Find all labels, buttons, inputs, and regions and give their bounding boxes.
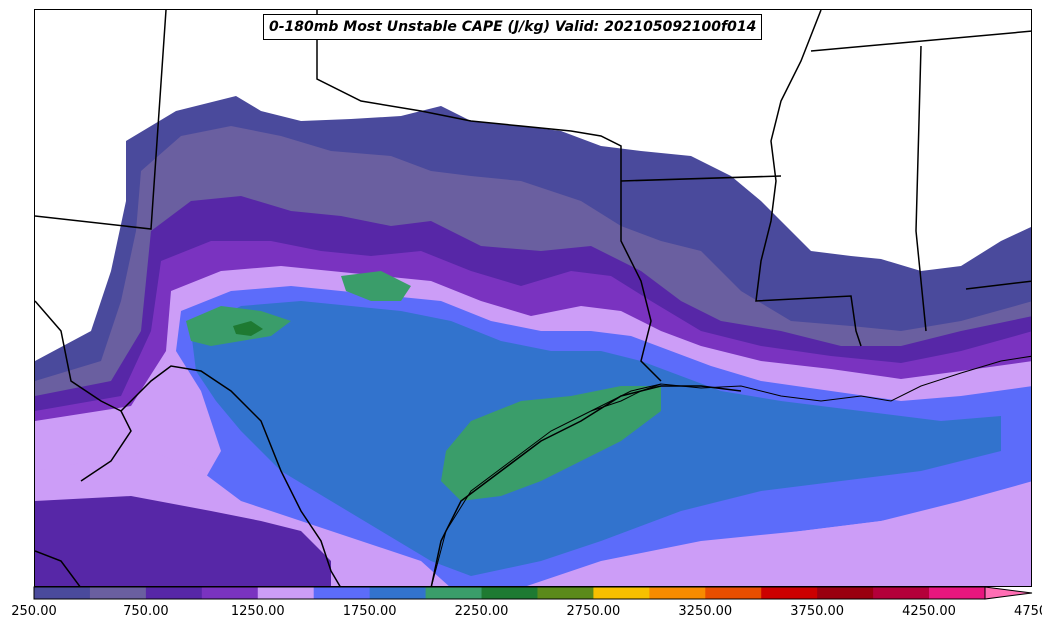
cape-south-purple	[35, 496, 331, 586]
colorbar	[33, 586, 1033, 600]
colorbar-extend-arrow	[984, 586, 1033, 600]
cape-fill-layers	[35, 96, 1031, 586]
colorbar-tick-label: 2250.00	[454, 604, 509, 619]
colorbar-swatch	[145, 587, 203, 599]
map-panel: 0-180mb Most Unstable CAPE (J/kg) Valid:…	[34, 9, 1032, 587]
cape-se-lavender	[526, 491, 1031, 586]
colorbar-tick-label: 750.00	[123, 604, 169, 619]
colorbar-swatch	[313, 587, 371, 599]
colorbar-tick-label: 1750.00	[342, 604, 397, 619]
colorbar-swatch	[369, 587, 427, 599]
colorbar-swatch	[537, 587, 594, 599]
political-borders	[35, 10, 1031, 586]
colorbar-swatch	[593, 587, 650, 599]
colorbar-tick-label: 1250.00	[230, 604, 285, 619]
colorbar-swatch	[649, 587, 706, 599]
colorbar-swatches	[34, 587, 986, 599]
colorbar-swatch	[481, 587, 538, 599]
colorbar-swatch	[425, 587, 483, 599]
colorbar-swatch	[817, 587, 874, 599]
colorbar-swatch	[761, 587, 818, 599]
colorbar-swatch	[89, 587, 147, 599]
colorbar-swatch	[257, 587, 315, 599]
colorbar-tick-label: 3250.00	[678, 604, 733, 619]
colorbar-swatch	[34, 587, 91, 599]
colorbar-swatch	[705, 587, 762, 599]
colorbar-tick-label: 250.00	[11, 604, 57, 619]
coastline	[431, 355, 1031, 586]
colorbar-tick-label: 4250.00	[902, 604, 956, 619]
map-title: 0-180mb Most Unstable CAPE (J/kg) Valid:…	[263, 14, 763, 40]
colorbar-swatch	[929, 587, 986, 599]
colorbar-tick-label: 3750.00	[790, 604, 845, 619]
cape-map	[35, 10, 1031, 586]
cape-band-2250	[233, 321, 263, 336]
colorbar-swatch	[873, 587, 930, 599]
cape-band-2000c	[341, 271, 411, 301]
colorbar-tick-label: 4750.00	[1014, 604, 1042, 619]
colorbar-swatch	[201, 587, 259, 599]
colorbar-tick-label: 2750.00	[566, 604, 621, 619]
colorbar-outline	[33, 586, 986, 600]
